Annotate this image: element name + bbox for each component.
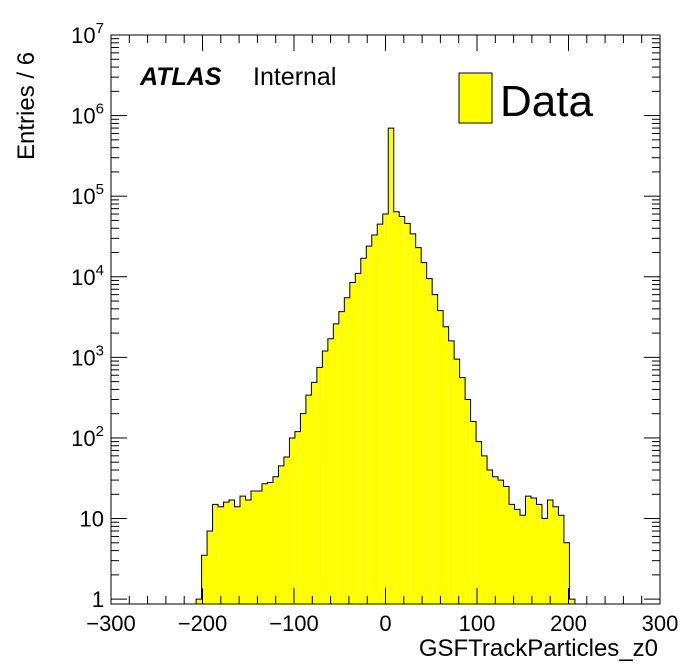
atlas-label-internal: Internal <box>253 63 336 91</box>
y-tick-label: 106 <box>71 101 104 129</box>
histogram-bin <box>344 297 350 604</box>
histogram-bin <box>509 504 515 604</box>
histogram-bin <box>300 413 306 604</box>
histogram-bin <box>404 223 411 604</box>
x-tick-label: −100 <box>269 611 319 636</box>
histogram-bin <box>289 437 295 604</box>
histogram-bars <box>195 127 576 605</box>
histogram-bin <box>487 470 493 604</box>
y-tick-label: 10 <box>80 507 104 532</box>
y-tick-labels: 1 10 102 103 104 105 106 107 <box>71 20 104 612</box>
x-tick-labels: −300 −200 −100 0 100 200 300 <box>86 611 678 636</box>
histogram-bin <box>448 340 455 604</box>
histogram-bin <box>443 326 449 604</box>
histogram-bin <box>212 504 219 604</box>
histogram-bin <box>432 294 438 604</box>
histogram-bin <box>349 282 356 604</box>
histogram-bin <box>426 278 433 604</box>
legend: Data <box>458 72 593 126</box>
histogram-bin <box>250 490 257 604</box>
histogram-bin <box>261 483 268 604</box>
y-axis-title: Entries / 6 <box>13 52 40 160</box>
histogram-bin <box>481 455 488 604</box>
y-tick-label: 107 <box>71 20 104 48</box>
histogram-bin <box>272 476 279 604</box>
histogram-bin <box>498 480 504 604</box>
histogram-bin <box>366 246 372 604</box>
histogram-bin <box>278 465 284 604</box>
histogram-bin <box>234 506 241 604</box>
y-tick-label: 104 <box>71 262 104 290</box>
histogram-bin <box>256 490 262 604</box>
histogram-bin <box>371 234 378 604</box>
histogram-bin <box>327 338 334 604</box>
histogram-bin <box>223 502 230 604</box>
histogram-bin <box>294 431 301 604</box>
histogram-bin <box>360 258 367 604</box>
histogram-bin <box>316 367 323 604</box>
histogram-bin <box>410 233 416 605</box>
histogram-outline <box>195 127 576 604</box>
histogram-bin <box>437 310 444 604</box>
histogram-bin <box>382 214 389 604</box>
histogram-bin <box>377 224 383 604</box>
histogram-bin <box>520 515 526 604</box>
histogram-bin <box>267 482 273 604</box>
histogram-bin <box>196 599 202 604</box>
legend-label: Data <box>500 77 593 126</box>
histogram-bin <box>492 476 499 604</box>
histogram-bin <box>240 496 246 604</box>
x-tick-label: −300 <box>86 611 136 636</box>
histogram-bin <box>218 506 224 604</box>
histogram-bin <box>476 441 482 604</box>
histogram-bin <box>311 382 317 604</box>
histogram-bin <box>563 542 570 604</box>
y-tick-label: 105 <box>71 181 104 209</box>
histogram-bin <box>558 515 564 604</box>
histogram-bin <box>547 499 553 604</box>
histogram-bin <box>388 128 394 604</box>
histogram-bin <box>245 499 251 604</box>
x-tick-label: 200 <box>550 611 587 636</box>
histogram-bin <box>201 555 208 604</box>
histogram-bin <box>541 518 548 604</box>
histogram-bin <box>393 211 400 604</box>
histogram-bin <box>415 247 422 604</box>
histogram-bin <box>454 359 460 604</box>
histogram-bin <box>338 311 345 604</box>
x-axis-title: GSFTrackParticles_z0 <box>419 635 658 662</box>
histogram-bin <box>305 395 312 604</box>
histogram-bin <box>399 216 405 604</box>
histogram-bin <box>465 399 471 604</box>
x-tick-label: 300 <box>642 611 679 636</box>
histogram-bin <box>421 262 427 604</box>
histogram-bin <box>514 509 521 604</box>
histogram-bin <box>536 504 542 604</box>
legend-swatch <box>458 72 493 124</box>
histogram-bin <box>333 323 339 604</box>
histogram-bin <box>229 499 235 604</box>
histogram-bin <box>322 350 328 604</box>
histogram-bin <box>459 377 466 604</box>
axis-ticks <box>110 34 661 604</box>
histogram-bin <box>569 599 575 604</box>
histogram-bin <box>530 497 537 604</box>
x-tick-label: 0 <box>379 611 391 636</box>
y-tick-label: 102 <box>71 423 104 451</box>
x-tick-label: 100 <box>459 611 496 636</box>
histogram-bin <box>283 457 290 604</box>
y-tick-label: 1 <box>92 587 104 612</box>
atlas-label-bold: ATLAS <box>139 63 222 91</box>
histogram-bin <box>355 273 361 604</box>
histogram-bin <box>207 531 213 604</box>
x-tick-label: −200 <box>178 611 228 636</box>
histogram-bin <box>552 506 559 604</box>
histogram-bin <box>470 421 477 604</box>
histogram-bin <box>525 496 531 604</box>
histogram-bin <box>503 486 510 604</box>
y-tick-label: 103 <box>71 342 104 370</box>
atlas-label: ATLAS Internal <box>139 63 336 91</box>
